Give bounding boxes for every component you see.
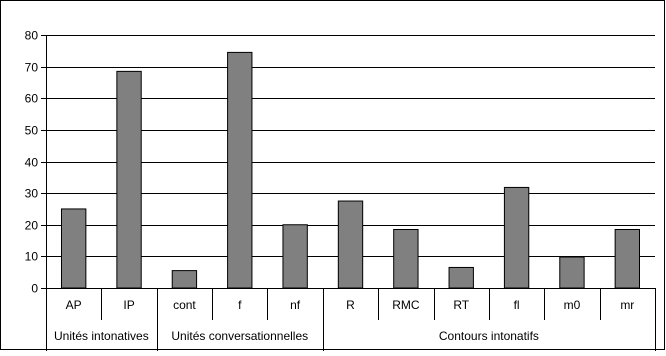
category-label: f	[238, 298, 242, 312]
y-tick-label: 10	[25, 250, 39, 264]
category-label: mr	[620, 298, 634, 312]
y-tick-label: 80	[25, 29, 39, 43]
bar-fl	[503, 186, 530, 289]
bar-nf	[282, 224, 308, 289]
category-label: AP	[66, 298, 82, 312]
bar-mr	[614, 228, 640, 289]
y-tick-labels: 0 10 20 30 40 50 60 70 80	[25, 29, 39, 296]
bar-rmc	[393, 228, 419, 289]
bar-cont	[171, 270, 198, 289]
group-labels: Unités intonatives Unités conversationnel…	[54, 329, 539, 343]
bars	[61, 51, 640, 289]
axes	[41, 35, 656, 351]
y-tick-label: 40	[25, 156, 39, 170]
category-label: RMC	[392, 298, 420, 312]
gridlines	[46, 35, 655, 257]
y-tick-label: 0	[31, 282, 38, 296]
bar-rt	[448, 266, 474, 289]
bar-m0	[559, 256, 585, 289]
y-tick-label: 20	[25, 219, 39, 233]
group-label: Unités conversationnelles	[171, 329, 308, 343]
y-tick-label: 60	[25, 92, 39, 106]
category-label: RT	[453, 298, 469, 312]
group-label: Contours intonatifs	[439, 329, 539, 343]
category-label: R	[346, 298, 355, 312]
category-label: cont	[173, 298, 196, 312]
category-label: m0	[564, 298, 581, 312]
category-label: fl	[514, 298, 520, 312]
category-labels: AP IP cont f nf R RMC RT fl m0 mr	[66, 298, 635, 312]
y-tick-label: 70	[25, 61, 39, 75]
group-label: Unités intonatives	[54, 329, 149, 343]
bar-f	[227, 51, 253, 289]
bar-ip	[116, 70, 142, 289]
category-label: IP	[123, 298, 134, 312]
y-tick-label: 50	[25, 124, 39, 138]
bar-ap	[61, 208, 87, 289]
bar-r	[337, 200, 364, 289]
y-tick-label: 30	[25, 187, 39, 201]
category-label: nf	[290, 298, 301, 312]
